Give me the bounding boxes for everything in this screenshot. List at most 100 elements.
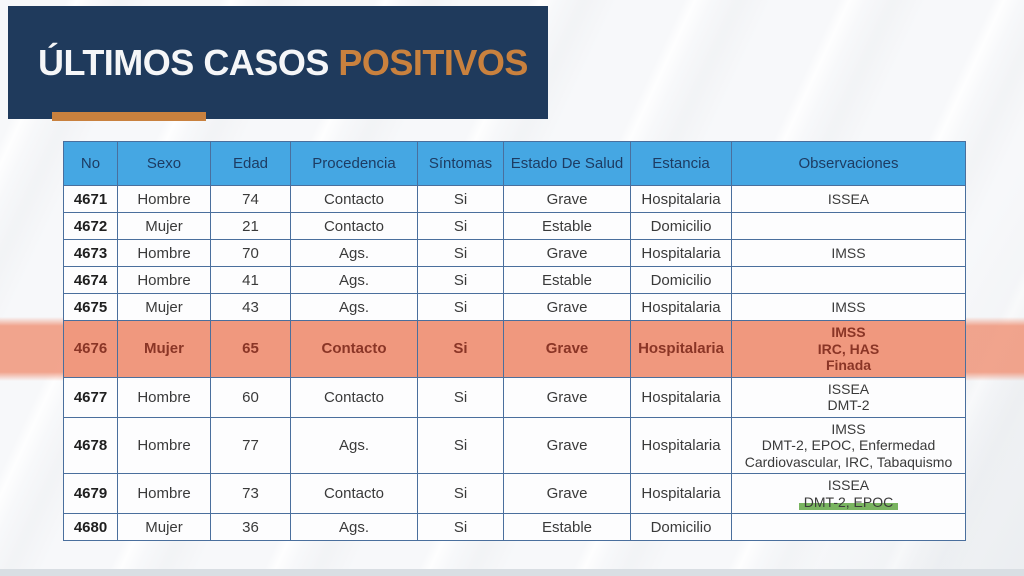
cell-no: 4679 (63, 473, 118, 515)
cell-observaciones: ISSEA DMT-2, EPOC (731, 473, 966, 515)
column-header: Estado De Salud (503, 141, 631, 186)
cell-estado: Estable (503, 212, 631, 240)
cases-table-wrap: No Sexo Edad Procedencia Síntomas Estado De S… (63, 141, 966, 542)
table-header: No Sexo Edad Procedencia Síntomas Estado De S… (63, 141, 966, 186)
cell-sexo: Mujer (117, 293, 211, 321)
cell-procedencia: Ags. (290, 239, 418, 267)
cell-estado: Estable (503, 266, 631, 294)
cell-observaciones: IMSS DMT-2, EPOC, Enfermedad Cardiovascula… (731, 416, 966, 475)
column-header: Observaciones (731, 141, 966, 186)
observation-line: ISSEA (827, 190, 870, 207)
cell-no: 4677 (63, 376, 118, 418)
cell-estado: Estable (503, 513, 631, 542)
cell-estado: Grave (503, 416, 631, 475)
cell-estancia: Domicilio (630, 513, 732, 542)
table-row: 4680 Mujer 36 Ags. Si Estable Domicilio (63, 513, 966, 542)
column-header: Sexo (117, 141, 211, 186)
column-header: No (63, 141, 118, 186)
table-row: 4677 Hombre 60 Contacto Si Grave Hospitalaria I… (63, 376, 966, 418)
cell-sintomas: Si (417, 473, 504, 515)
column-header: Edad (210, 141, 291, 186)
cell-estado: Grave (503, 473, 631, 515)
cell-sintomas: Si (417, 416, 504, 475)
table-header-row: No Sexo Edad Procedencia Síntomas Estado De S… (63, 141, 966, 186)
column-header: Síntomas (417, 141, 504, 186)
cell-estancia: Hospitalaria (630, 473, 732, 515)
cell-no: 4676 (63, 320, 118, 378)
cell-sintomas: Si (417, 266, 504, 294)
cell-edad: 21 (210, 212, 291, 240)
cell-sexo: Hombre (117, 185, 211, 213)
title-banner: ÚLTIMOS CASOS POSITIVOS (8, 6, 548, 119)
page-title-accent: POSITIVOS (338, 41, 528, 83)
table-body: 4671 Hombre 74 Contacto Si Grave Hospitalaria I… (63, 185, 966, 542)
observation-line: IRC, HAS (817, 340, 880, 357)
green-marker-highlight: DMT-2, EPOC (798, 493, 899, 511)
cell-edad: 70 (210, 239, 291, 267)
observation-line: DMT-2, EPOC, Enfermedad (761, 437, 936, 454)
cell-estado: Grave (503, 239, 631, 267)
column-header: Estancia (630, 141, 732, 186)
observation-line: ISSEA (827, 380, 870, 397)
accent-underline-bar (52, 112, 206, 121)
column-header: Procedencia (290, 141, 418, 186)
cell-observaciones: IMSS (731, 239, 966, 267)
cell-sexo: Hombre (117, 416, 211, 475)
cell-edad: 73 (210, 473, 291, 515)
cell-estancia: Hospitalaria (630, 320, 732, 378)
cell-estancia: Domicilio (630, 212, 732, 240)
cell-no: 4675 (63, 293, 118, 321)
cell-estancia: Hospitalaria (630, 185, 732, 213)
cell-sintomas: Si (417, 212, 504, 240)
cell-no: 4680 (63, 513, 118, 542)
slide-bottom-edge (0, 569, 1024, 576)
cell-edad: 43 (210, 293, 291, 321)
cell-procedencia: Contacto (290, 376, 418, 418)
observation-line: IMSS (831, 324, 866, 340)
observation-line: DMT-2, EPOC (736, 493, 961, 511)
cell-sexo: Hombre (117, 473, 211, 515)
cell-sexo: Mujer (117, 212, 211, 240)
cell-edad: 41 (210, 266, 291, 294)
table-row: 4675 Mujer 43 Ags. Si Grave Hospitalaria IMSS (63, 293, 966, 321)
cell-estancia: Domicilio (630, 266, 732, 294)
cell-estancia: Hospitalaria (630, 416, 732, 475)
cell-procedencia: Ags. (290, 513, 418, 542)
cell-no: 4673 (63, 239, 118, 267)
cell-observaciones: IMSS (731, 293, 966, 321)
table-row: 4678 Hombre 77 Ags. Si Grave Hospitalaria IMSS D… (63, 416, 966, 475)
cell-no: 4671 (63, 185, 118, 213)
cell-no: 4678 (63, 416, 118, 475)
cell-sintomas: Si (417, 513, 504, 542)
observation-line: DMT-2 (827, 397, 870, 414)
cell-sexo: Mujer (117, 320, 211, 378)
cell-estancia: Hospitalaria (630, 293, 732, 321)
table-row: 4679 Hombre 73 Contacto Si Grave Hospitalaria I… (63, 473, 966, 515)
cell-edad: 60 (210, 376, 291, 418)
cell-estado: Grave (503, 293, 631, 321)
cell-observaciones (731, 212, 966, 240)
cell-observaciones: IMSS IRC, HAS Finada (731, 320, 966, 378)
cell-procedencia: Contacto (290, 185, 418, 213)
cell-observaciones (731, 266, 966, 294)
cell-procedencia: Ags. (290, 293, 418, 321)
table-row: 4674 Hombre 41 Ags. Si Estable Domicilio (63, 266, 966, 294)
cell-sexo: Hombre (117, 376, 211, 418)
page-title: ÚLTIMOS CASOS POSITIVOS (38, 42, 528, 84)
cell-estancia: Hospitalaria (630, 376, 732, 418)
observation-line: Cardiovascular, IRC, Tabaquismo (744, 453, 953, 470)
cell-sintomas: Si (417, 293, 504, 321)
cell-sintomas: Si (417, 376, 504, 418)
cell-observaciones: ISSEA (731, 185, 966, 213)
table-row: 4672 Mujer 21 Contacto Si Estable Domicilio (63, 212, 966, 240)
cell-sintomas: Si (417, 185, 504, 213)
observation-line: Finada (825, 357, 872, 374)
observation-line: IMSS (831, 420, 866, 437)
cell-procedencia: Contacto (290, 320, 418, 378)
table-row: 4673 Hombre 70 Ags. Si Grave Hospitalaria IMSS (63, 239, 966, 267)
cell-estado: Grave (503, 185, 631, 213)
cell-sexo: Hombre (117, 239, 211, 267)
table-row: 4676 Mujer 65 Contacto Si Grave Hospitalaria IM… (63, 320, 966, 378)
cell-edad: 77 (210, 416, 291, 475)
cell-no: 4674 (63, 266, 118, 294)
